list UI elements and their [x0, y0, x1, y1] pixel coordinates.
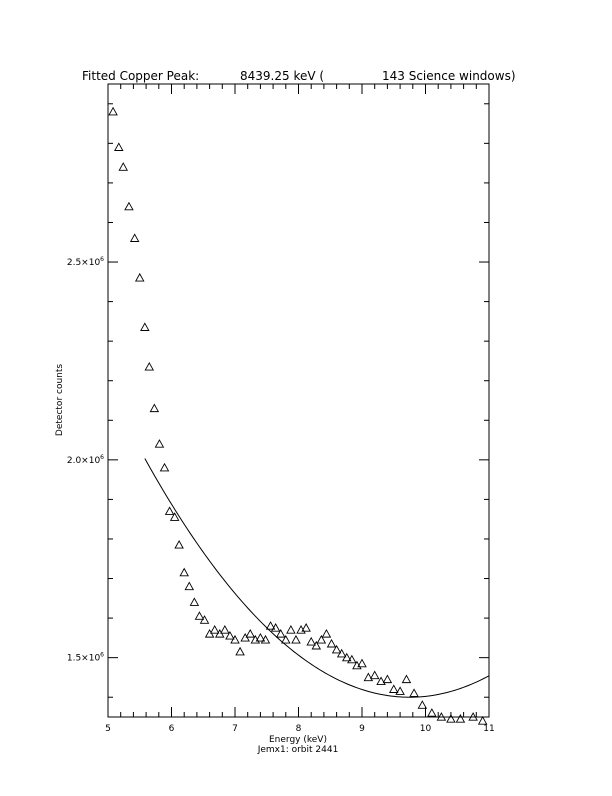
data-point — [220, 625, 230, 634]
data-point — [164, 506, 175, 515]
data-point — [118, 162, 129, 171]
data-point — [159, 462, 170, 472]
y-tick-label: 1.5×106 — [67, 652, 104, 664]
data-point — [347, 654, 357, 664]
data-point — [140, 322, 150, 331]
x-tick-label: 9 — [359, 724, 365, 734]
data-point — [179, 567, 189, 577]
data-point — [341, 652, 352, 662]
data-point — [417, 700, 428, 709]
data-point — [382, 674, 393, 684]
data-point — [255, 632, 266, 642]
data-point — [427, 708, 437, 717]
chart-title: Fitted Copper Peak: 8439.25 keV ( 143 Sc… — [82, 69, 516, 83]
title-part-1: Fitted Copper Peak: — [82, 69, 199, 83]
title-part-3: 143 Science windows) — [382, 69, 516, 83]
data-point — [477, 716, 488, 725]
data-point — [174, 539, 184, 549]
data-point — [468, 712, 478, 721]
x-tick-label: 6 — [169, 724, 175, 734]
data-point — [129, 233, 140, 242]
data-point — [281, 634, 291, 644]
data-point — [230, 634, 240, 644]
x-tick-label: 8 — [296, 724, 302, 734]
data-point — [436, 712, 447, 721]
x-axis-tick-labels: 5 6 7 8 9 10 11 — [105, 724, 495, 734]
data-point — [194, 611, 205, 620]
data-point — [245, 628, 256, 638]
data-points — [108, 106, 488, 725]
data-point — [144, 361, 155, 371]
data-point — [357, 658, 367, 668]
x-axis-label: Energy (keV) — [269, 735, 327, 745]
data-point — [189, 597, 200, 606]
data-point — [260, 634, 271, 644]
data-point — [235, 646, 245, 656]
data-point — [376, 676, 386, 686]
data-point — [363, 672, 374, 682]
data-point — [154, 439, 165, 448]
data-point — [311, 640, 322, 650]
data-point — [169, 512, 180, 521]
data-point — [306, 636, 316, 646]
data-point — [209, 625, 220, 634]
y-tick-label: 2.0×106 — [67, 454, 104, 466]
data-point — [108, 106, 118, 116]
y-axis-tick-labels: 1.5×106 2.0×106 2.5×106 — [67, 256, 104, 664]
data-point — [401, 674, 412, 684]
plot-frame — [107, 83, 490, 718]
data-point — [395, 686, 405, 695]
data-point — [296, 625, 306, 634]
data-point — [409, 688, 419, 697]
data-point — [336, 648, 347, 658]
x-tick-label: 11 — [483, 724, 494, 734]
x-tick-label: 5 — [105, 724, 111, 734]
data-point — [388, 684, 399, 693]
data-point — [184, 581, 195, 591]
title-part-2: 8439.25 keV ( — [240, 69, 324, 83]
data-point — [446, 714, 456, 723]
data-point — [114, 142, 124, 151]
y-axis-label: Detector counts — [55, 364, 65, 436]
data-point — [369, 670, 380, 680]
data-point — [265, 621, 276, 630]
data-point — [291, 634, 301, 644]
data-point — [134, 272, 145, 282]
x-axis-ticks — [107, 84, 490, 717]
data-point — [326, 638, 337, 648]
x-tick-label: 10 — [420, 724, 432, 734]
data-point — [331, 644, 342, 654]
data-point — [301, 623, 311, 632]
data-point — [124, 201, 134, 211]
data-point — [455, 714, 466, 723]
data-point — [199, 615, 210, 624]
chart-subtitle: Jemx1: orbit 2441 — [257, 745, 339, 755]
data-point — [316, 634, 327, 644]
data-point — [270, 623, 281, 632]
data-point — [286, 625, 296, 634]
y-tick-label: 2.5×106 — [67, 256, 104, 268]
fit-curve — [144, 458, 490, 698]
x-tick-label: 7 — [232, 724, 238, 734]
data-point — [225, 630, 235, 640]
data-point — [149, 403, 160, 413]
y-axis-ticks — [108, 103, 489, 698]
data-point — [275, 628, 286, 638]
data-point — [321, 628, 332, 638]
